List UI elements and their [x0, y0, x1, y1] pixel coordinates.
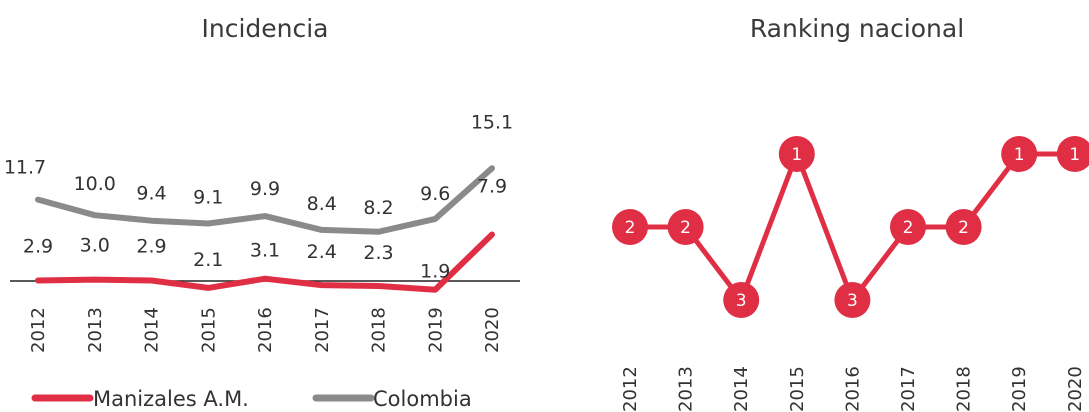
incidence-chart: Incidencia 2.9 3.0 2.9 2.1 3.1 2.4 2.3 1.9 7.9 11…	[4, 14, 520, 411]
colombia-data-label: 9.9	[250, 178, 280, 200]
x-tick-label: 2016	[255, 307, 276, 353]
manizales-data-label: 2.3	[363, 242, 393, 264]
ranking-marker-label: 2	[680, 218, 691, 238]
x-tick-label: 2014	[731, 366, 752, 412]
incidence-chart-title: Incidencia	[201, 14, 328, 43]
ranking-marker	[1001, 136, 1038, 172]
colombia-data-label: 11.7	[4, 157, 46, 179]
legend-label-colombia: Colombia	[373, 387, 472, 411]
colombia-data-label: 15.1	[471, 111, 513, 133]
manizales-data-label: 2.1	[193, 249, 223, 271]
ranking-marker-label: 2	[958, 218, 969, 238]
ranking-marker	[667, 209, 704, 245]
manizales-data-label: 2.9	[23, 236, 53, 258]
x-tick-label: 2019	[425, 307, 446, 353]
x-tick-label: 2020	[482, 307, 503, 353]
colombia-data-label: 9.6	[420, 183, 450, 205]
legend-label-manizales: Manizales A.M.	[93, 387, 249, 411]
colombia-data-label: 9.1	[193, 186, 223, 208]
x-tick-label: 2013	[676, 366, 697, 412]
colombia-data-label: 8.2	[363, 197, 393, 219]
ranking-marker-label: 2	[625, 218, 636, 238]
ranking-marker-label: 1	[1014, 145, 1025, 165]
ranking-marker-label: 3	[736, 291, 747, 311]
x-tick-label: 2015	[198, 307, 219, 353]
colombia-data-label: 8.4	[307, 193, 337, 215]
manizales-data-label: 2.9	[136, 236, 166, 258]
x-tick-label: 2017	[312, 307, 333, 353]
x-tick-label: 2018	[954, 366, 975, 412]
ranking-marker	[834, 282, 871, 318]
manizales-data-label: 3.0	[80, 235, 110, 257]
legend: Manizales A.M. Colombia	[31, 387, 472, 411]
ranking-chart: Ranking nacional 2 2 3 1 3 2 2 1 1 2012 2013 2014 2…	[612, 14, 1089, 412]
colombia-series-line	[35, 165, 495, 235]
colombia-data-label: 10.0	[74, 173, 116, 195]
manizales-data-label: 2.4	[307, 241, 337, 263]
ranking-marker	[890, 209, 926, 245]
ranking-marker	[1056, 136, 1089, 172]
colombia-data-label: 9.4	[136, 183, 166, 205]
manizales-data-label: 1.9	[420, 261, 450, 283]
x-tick-label: 2012	[28, 307, 49, 353]
ranking-marker-label: 1	[1069, 145, 1080, 165]
x-tick-label: 2016	[842, 366, 863, 412]
ranking-marker-label: 1	[791, 145, 802, 165]
x-tick-label: 2013	[85, 307, 106, 353]
ranking-marker	[612, 209, 648, 245]
ranking-chart-title: Ranking nacional	[750, 14, 964, 43]
x-tick-label: 2014	[142, 307, 163, 353]
ranking-marker	[723, 282, 760, 318]
x-tick-label: 2015	[787, 366, 808, 412]
x-tick-label: 2012	[620, 366, 641, 412]
ranking-marker-label: 2	[903, 218, 914, 238]
x-tick-label: 2017	[898, 366, 919, 412]
manizales-series-line	[35, 231, 495, 293]
manizales-data-label: 3.1	[250, 240, 280, 262]
x-tick-label: 2020	[1065, 366, 1086, 412]
ranking-marker	[778, 136, 815, 172]
manizales-data-label: 7.9	[477, 176, 507, 198]
ranking-marker-label: 3	[847, 291, 858, 311]
ranking-marker	[945, 209, 982, 245]
x-tick-label: 2018	[369, 307, 390, 353]
x-tick-label: 2019	[1009, 366, 1030, 412]
